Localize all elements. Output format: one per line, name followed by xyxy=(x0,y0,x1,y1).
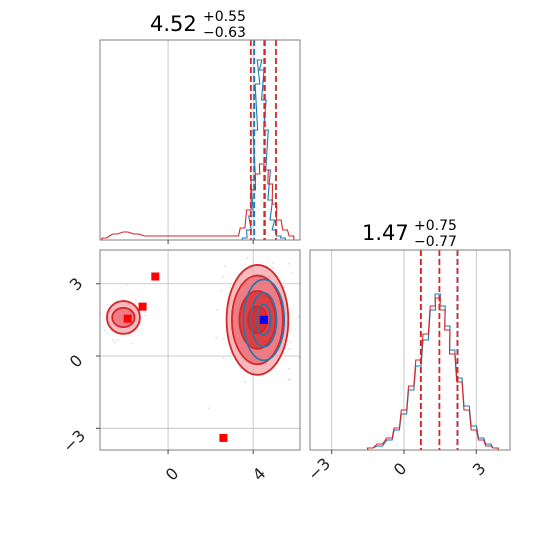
sample-point xyxy=(130,342,133,345)
y-title-value: 1.47 xyxy=(362,221,409,245)
panel-frame xyxy=(99,249,301,451)
sample-point xyxy=(220,289,223,292)
sample-point xyxy=(106,303,109,306)
blue-contour xyxy=(250,292,278,348)
red-histogram xyxy=(367,297,499,450)
blue-histogram xyxy=(367,293,499,450)
sample-point xyxy=(277,272,280,275)
sample-point xyxy=(289,340,292,343)
blue-contour xyxy=(242,278,286,362)
sample-point xyxy=(271,262,274,264)
sample-point xyxy=(223,265,226,268)
joint-ytick-label: −3 xyxy=(59,426,89,456)
sample-point xyxy=(288,347,291,350)
sample-point xyxy=(222,357,225,359)
sample-point xyxy=(144,314,146,317)
sample-point xyxy=(327,309,329,311)
ymarg-xtick-label: 3 xyxy=(469,459,490,480)
sample-point xyxy=(283,286,286,289)
sample-point xyxy=(103,329,106,332)
red-marker xyxy=(151,272,160,281)
sample-point xyxy=(288,367,291,370)
sample-point xyxy=(287,378,290,381)
ymarg-xtick-label: 0 xyxy=(390,459,411,480)
sample-point xyxy=(106,332,109,334)
sample-point xyxy=(291,272,294,275)
y-marginal-panel xyxy=(309,249,511,454)
sample-point xyxy=(288,330,291,333)
sample-point xyxy=(215,336,218,339)
red-marker xyxy=(138,302,147,311)
sample-point xyxy=(289,378,292,380)
panel-frame xyxy=(99,39,301,241)
sample-point xyxy=(125,283,128,286)
sample-point xyxy=(272,267,274,269)
blue-contour xyxy=(256,303,272,337)
sample-point xyxy=(222,275,225,278)
x-marginal-title: 4.52 xyxy=(150,12,197,36)
sample-point xyxy=(244,381,246,384)
joint-ytick-label: 3 xyxy=(66,274,87,295)
red-marker xyxy=(123,314,132,323)
x-title-value: 4.52 xyxy=(150,12,197,36)
joint-contour-panel xyxy=(96,245,329,454)
panel-frame xyxy=(309,249,511,451)
y-title-minus: −0.77 xyxy=(414,234,457,250)
red-marker xyxy=(219,433,228,442)
sample-point xyxy=(117,339,119,342)
sample-point xyxy=(207,407,210,410)
red-histogram xyxy=(101,163,295,240)
sample-point xyxy=(215,309,218,312)
sample-point xyxy=(133,302,136,304)
sample-point xyxy=(128,334,131,336)
joint-xtick-label: 0 xyxy=(162,464,183,485)
sample-point xyxy=(135,299,137,301)
sample-point xyxy=(113,341,116,343)
sample-point xyxy=(297,316,300,318)
y-title-plus: +0.75 xyxy=(414,218,457,234)
joint-content xyxy=(100,245,329,450)
x-title-minus: −0.63 xyxy=(203,25,246,41)
blue-marker xyxy=(259,315,268,324)
sample-point xyxy=(301,285,303,287)
sample-point xyxy=(111,338,114,341)
y-marginal-title: 1.47 xyxy=(362,221,409,245)
joint-ytick-label: 0 xyxy=(66,351,87,372)
sample-point xyxy=(219,245,221,247)
x-marginal-panel xyxy=(99,39,301,244)
x-title-plus: +0.55 xyxy=(203,9,246,25)
sample-point xyxy=(222,337,225,340)
sample-point xyxy=(246,257,249,259)
joint-xtick-label: 4 xyxy=(249,464,270,485)
sample-point xyxy=(288,262,290,265)
ymarg-xtick-label: −3 xyxy=(304,454,334,484)
sample-point xyxy=(286,343,289,346)
